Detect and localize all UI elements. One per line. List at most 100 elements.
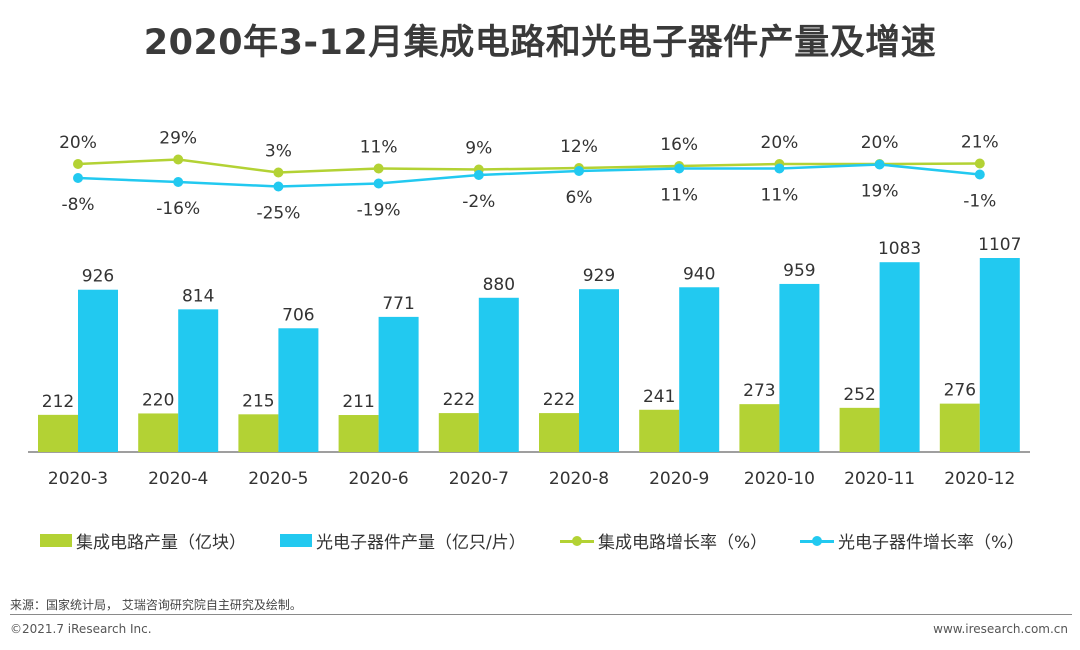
point-label-ic-growth: 11%: [360, 138, 398, 158]
bar-label-opto-output: 959: [783, 261, 815, 281]
footer-divider: [10, 614, 1072, 615]
source-note: 来源：国家统计局， 艾瑞咨询研究院自主研究及绘制。: [10, 598, 302, 612]
x-tick-label: 2020-12: [944, 469, 1015, 489]
x-tick-label: 2020-7: [449, 469, 509, 489]
x-tick-label: 2020-6: [348, 469, 408, 489]
bar-opto-output: [378, 316, 419, 452]
bar-ic-output: [338, 415, 379, 452]
bar-ic-output: [539, 413, 579, 452]
bar-ic-output: [839, 407, 880, 452]
bar-opto-output: [879, 262, 920, 452]
point-opto-growth: [674, 163, 685, 174]
point-label-opto-growth: -25%: [256, 204, 300, 224]
point-label-opto-growth: -16%: [156, 199, 200, 219]
point-opto-growth: [874, 159, 885, 170]
legend-item-opto-growth: 光电子器件增长率（%）: [800, 528, 1024, 553]
x-tick-label: 2020-3: [48, 469, 108, 489]
point-label-opto-growth: -1%: [963, 192, 996, 212]
x-tick-label: 2020-10: [744, 469, 815, 489]
legend-swatch-ic-growth: [560, 534, 594, 548]
point-ic-growth: [373, 163, 384, 174]
point-opto-growth: [473, 170, 484, 180]
point-opto-growth: [974, 169, 985, 180]
bar-label-ic-output: 252: [843, 385, 875, 405]
point-label-ic-growth: 20%: [761, 133, 799, 153]
legend-swatch-opto-output: [280, 534, 312, 547]
line-opto-growth: [77, 163, 980, 188]
copyright: ©2021.7 iResearch Inc.: [10, 622, 152, 636]
bar-label-ic-output: 211: [342, 392, 374, 412]
bar-label-opto-output: 926: [82, 267, 114, 287]
bar-label-ic-output: 241: [643, 387, 675, 407]
point-label-ic-growth: 12%: [560, 137, 598, 157]
bar-opto-output: [979, 258, 1020, 452]
bar-opto-output: [178, 309, 219, 452]
line-ic-growth: [77, 158, 980, 174]
bar-opto-output: [579, 289, 619, 452]
point-label-ic-growth: 21%: [961, 133, 999, 153]
bar-label-opto-output: 814: [182, 286, 214, 306]
point-ic-growth: [73, 159, 83, 169]
point-label-opto-growth: 11%: [761, 186, 799, 206]
point-label-ic-growth: 20%: [59, 133, 97, 153]
point-opto-growth: [574, 166, 584, 176]
bar-opto-output: [278, 328, 319, 452]
bar-ic-output: [939, 403, 980, 452]
bar-label-opto-output: 880: [483, 275, 515, 295]
point-label-opto-growth: -2%: [462, 192, 495, 212]
point-ic-growth: [273, 167, 284, 178]
x-tick-label: 2020-8: [549, 469, 609, 489]
point-label-ic-growth: 3%: [265, 142, 292, 162]
legend: 集成电路产量（亿块） 光电子器件产量（亿只/片） 集成电路增长率（%） 光电子器…: [40, 528, 1060, 553]
legend-label: 光电子器件增长率（%）: [838, 533, 1025, 553]
bar-label-opto-output: 706: [282, 305, 314, 325]
bar-ic-output: [438, 413, 479, 452]
point-ic-growth: [974, 158, 985, 169]
bar-label-opto-output: 940: [683, 264, 715, 284]
bar-label-opto-output: 1083: [878, 239, 921, 259]
legend-label: 集成电路产量（亿块）: [76, 533, 246, 553]
point-label-opto-growth: -19%: [357, 201, 401, 221]
point-label-opto-growth: 19%: [861, 182, 899, 202]
website-link[interactable]: www.iresearch.com.cn: [933, 622, 1068, 636]
legend-swatch-opto-growth: [800, 534, 834, 548]
bar-ic-output: [38, 414, 78, 452]
bar-label-ic-output: 222: [443, 390, 475, 410]
point-label-ic-growth: 9%: [465, 139, 492, 159]
legend-item-ic-growth: 集成电路增长率（%）: [560, 528, 767, 553]
bar-label-ic-output: 222: [543, 390, 575, 410]
bar-ic-output: [739, 404, 780, 452]
bar-opto-output: [78, 289, 118, 452]
legend-swatch-ic-output: [40, 534, 72, 547]
point-label-ic-growth: 20%: [861, 133, 899, 153]
point-opto-growth: [774, 163, 785, 174]
bar-ic-output: [639, 409, 680, 452]
bar-label-ic-output: 220: [142, 390, 174, 410]
legend-label: 光电子器件产量（亿只/片）: [316, 533, 526, 553]
bar-ic-output: [238, 414, 279, 452]
bar-label-ic-output: 273: [743, 381, 775, 401]
bar-label-opto-output: 1107: [978, 235, 1021, 255]
point-opto-growth: [173, 177, 184, 187]
point-opto-growth: [273, 181, 284, 192]
point-label-ic-growth: 16%: [660, 135, 698, 155]
bar-label-ic-output: 276: [944, 381, 976, 401]
bar-label-opto-output: 929: [583, 266, 615, 286]
bar-label-ic-output: 212: [42, 392, 74, 412]
x-tick-label: 2020-9: [649, 469, 709, 489]
bar-label-opto-output: 771: [382, 294, 414, 314]
legend-item-ic-output: 集成电路产量（亿块）: [40, 528, 246, 553]
point-ic-growth: [173, 154, 184, 165]
chart-title: 2020年3-12月集成电路和光电子器件产量及增速: [143, 23, 937, 63]
legend-label: 集成电路增长率（%）: [598, 533, 768, 553]
bar-opto-output: [779, 283, 820, 452]
point-label-opto-growth: 6%: [566, 188, 593, 208]
legend-item-opto-output: 光电子器件产量（亿只/片）: [280, 528, 526, 553]
x-tick-label: 2020-11: [844, 469, 915, 489]
x-tick-label: 2020-4: [148, 469, 208, 489]
point-label-ic-growth: 29%: [159, 129, 197, 149]
chart-area: 212 926 2020-3 220 814 2020-4 215 706 2020-5 211 7…: [28, 129, 1030, 489]
x-tick-label: 2020-5: [248, 469, 308, 489]
bar-opto-output: [478, 297, 519, 452]
point-label-opto-growth: -8%: [61, 195, 94, 215]
